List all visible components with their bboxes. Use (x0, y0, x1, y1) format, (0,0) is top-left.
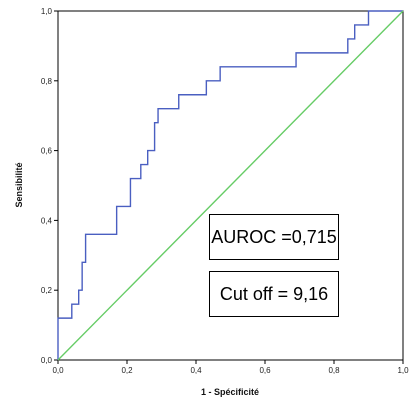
cutoff-label: Cut off = 9,16 (219, 283, 329, 304)
x-tick-label: 0,4 (190, 366, 202, 375)
roc-curve-series (57, 10, 403, 360)
y-tick-label: 0,4 (41, 216, 53, 225)
cutoff-annotation: Cut off = 9,16 (209, 271, 339, 317)
auroc-label: AUROC =0,715 (211, 226, 337, 247)
y-tick-label: 1,0 (41, 7, 53, 16)
x-tick-label: 0,0 (52, 366, 64, 375)
x-tick-label: 1,0 (397, 366, 409, 375)
ticks-layer: 0,0 0,2 0,4 0,6 0,8 1,0 0,0 0,2 0,4 0,6 0,8 1,0 (41, 7, 409, 375)
auroc-annotation: AUROC =0,715 (209, 214, 339, 260)
y-tick-label: 0,0 (41, 356, 53, 365)
reference-line-series (57, 10, 404, 361)
y-tick-label: 0,6 (41, 147, 53, 156)
series-layer (57, 10, 404, 361)
x-tick-label: 0,6 (259, 366, 271, 375)
x-tick-label: 0,8 (328, 366, 340, 375)
x-axis-title: 1 - Spécificité (201, 387, 259, 397)
x-tick-label: 0,2 (121, 366, 133, 375)
y-tick-label: 0,2 (41, 286, 53, 295)
y-tick-label: 0,8 (41, 77, 53, 86)
y-axis-title: Sensibilité (14, 162, 24, 207)
